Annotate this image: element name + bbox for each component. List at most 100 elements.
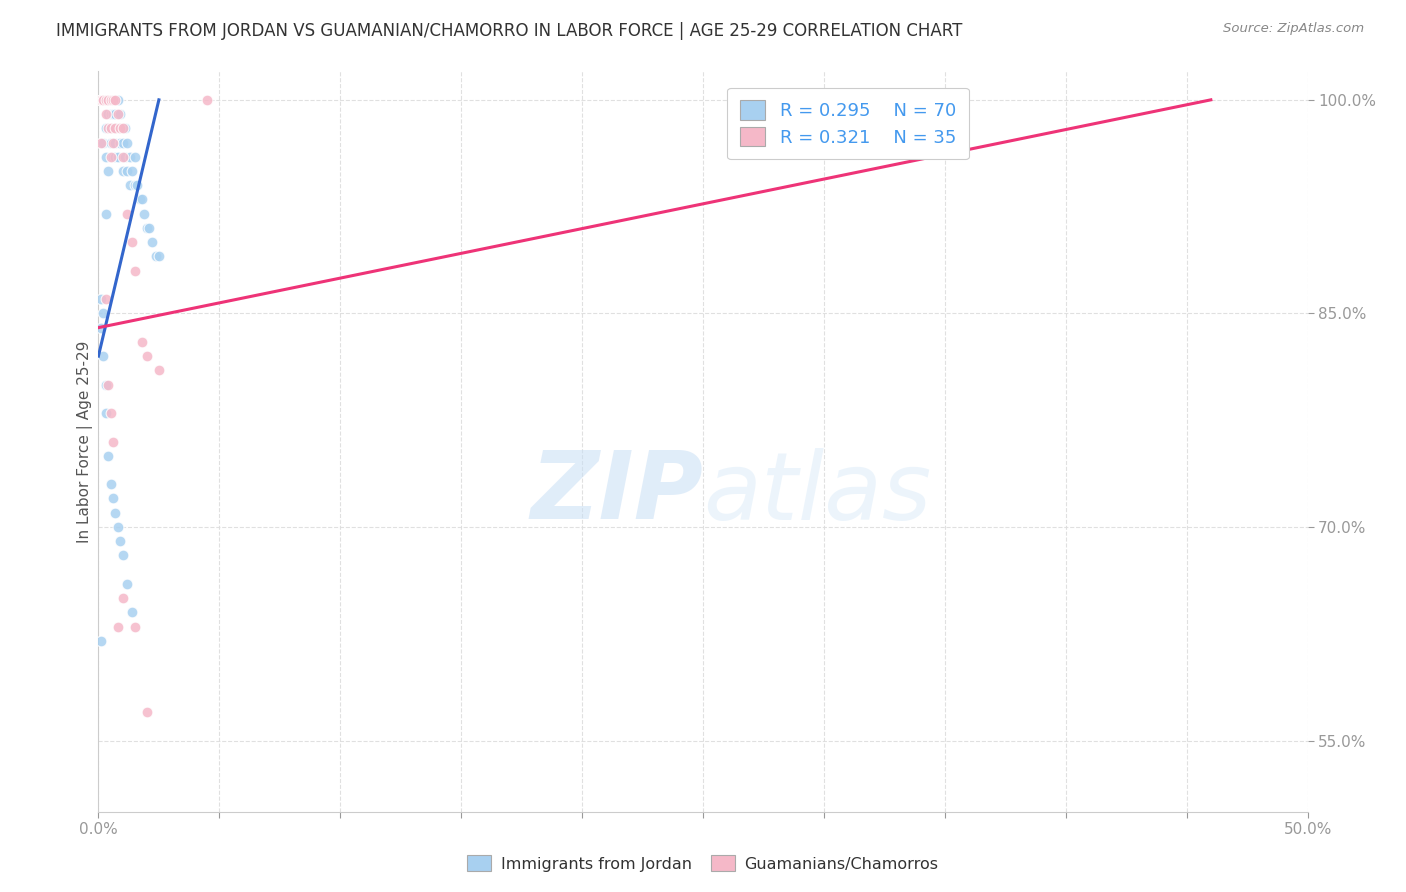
Point xyxy=(94,377,117,392)
Point xyxy=(111,121,134,136)
Point xyxy=(101,121,124,136)
Point xyxy=(124,178,146,193)
Point xyxy=(118,178,141,193)
Point xyxy=(124,263,146,277)
Text: atlas: atlas xyxy=(703,448,931,539)
Point xyxy=(101,107,124,121)
Point xyxy=(107,107,129,121)
Point xyxy=(138,221,160,235)
Point xyxy=(108,534,131,549)
Point xyxy=(91,93,114,107)
Point xyxy=(107,121,129,136)
Point xyxy=(104,121,127,136)
Point xyxy=(90,320,112,334)
Point xyxy=(121,164,143,178)
Point xyxy=(104,150,127,164)
Point xyxy=(124,150,146,164)
Point xyxy=(114,121,136,136)
Legend: R = 0.295    N = 70, R = 0.321    N = 35: R = 0.295 N = 70, R = 0.321 N = 35 xyxy=(727,87,969,159)
Point xyxy=(111,136,134,150)
Y-axis label: In Labor Force | Age 25-29: In Labor Force | Age 25-29 xyxy=(76,341,93,542)
Point xyxy=(90,292,112,306)
Point xyxy=(94,121,117,136)
Point xyxy=(97,121,120,136)
Point xyxy=(100,121,122,136)
Point xyxy=(94,150,117,164)
Point xyxy=(111,150,134,164)
Point xyxy=(101,93,124,107)
Point xyxy=(91,306,114,320)
Point xyxy=(90,136,112,150)
Point xyxy=(111,549,134,563)
Point xyxy=(111,164,134,178)
Point xyxy=(111,591,134,606)
Point xyxy=(100,93,122,107)
Point xyxy=(141,235,163,250)
Point xyxy=(90,93,112,107)
Point xyxy=(148,363,170,377)
Point xyxy=(100,406,122,420)
Point xyxy=(100,477,122,491)
Legend: Immigrants from Jordan, Guamanians/Chamorros: Immigrants from Jordan, Guamanians/Chamo… xyxy=(460,847,946,880)
Point xyxy=(90,93,112,107)
Point xyxy=(124,619,146,633)
Point xyxy=(104,136,127,150)
Point xyxy=(108,136,131,150)
Point xyxy=(107,520,129,534)
Text: Source: ZipAtlas.com: Source: ZipAtlas.com xyxy=(1223,22,1364,36)
Point xyxy=(107,93,129,107)
Point xyxy=(97,93,120,107)
Point xyxy=(100,136,122,150)
Point xyxy=(94,292,117,306)
Point xyxy=(107,619,129,633)
Point xyxy=(91,93,114,107)
Point xyxy=(94,406,117,420)
Point xyxy=(97,377,120,392)
Text: ZIP: ZIP xyxy=(530,448,703,540)
Point xyxy=(104,506,127,520)
Point xyxy=(94,93,117,107)
Point xyxy=(121,606,143,620)
Point xyxy=(145,249,167,264)
Point xyxy=(148,249,170,264)
Point xyxy=(90,93,112,107)
Point xyxy=(131,334,153,349)
Point xyxy=(91,349,114,363)
Point xyxy=(107,150,129,164)
Text: IMMIGRANTS FROM JORDAN VS GUAMANIAN/CHAMORRO IN LABOR FORCE | AGE 25-29 CORRELAT: IMMIGRANTS FROM JORDAN VS GUAMANIAN/CHAM… xyxy=(56,22,963,40)
Point xyxy=(100,93,122,107)
Point xyxy=(117,207,139,221)
Point xyxy=(101,150,124,164)
Point xyxy=(135,705,157,719)
Point xyxy=(108,121,131,136)
Point xyxy=(97,449,120,463)
Point xyxy=(101,434,124,449)
Point xyxy=(100,150,122,164)
Point xyxy=(101,136,124,150)
Point xyxy=(134,207,156,221)
Point xyxy=(101,491,124,506)
Point xyxy=(131,193,153,207)
Point xyxy=(111,121,134,136)
Point xyxy=(91,93,114,107)
Point xyxy=(101,93,124,107)
Point xyxy=(104,107,127,121)
Point xyxy=(121,235,143,250)
Point xyxy=(90,93,112,107)
Point xyxy=(100,107,122,121)
Point xyxy=(97,107,120,121)
Point xyxy=(90,633,112,648)
Point xyxy=(108,107,131,121)
Point xyxy=(117,164,139,178)
Point xyxy=(104,93,127,107)
Point xyxy=(94,93,117,107)
Point xyxy=(91,93,114,107)
Point xyxy=(91,93,114,107)
Point xyxy=(117,136,139,150)
Point xyxy=(127,178,149,193)
Point xyxy=(104,93,127,107)
Point xyxy=(118,150,141,164)
Point xyxy=(97,93,120,107)
Point xyxy=(90,93,112,107)
Point xyxy=(100,93,122,107)
